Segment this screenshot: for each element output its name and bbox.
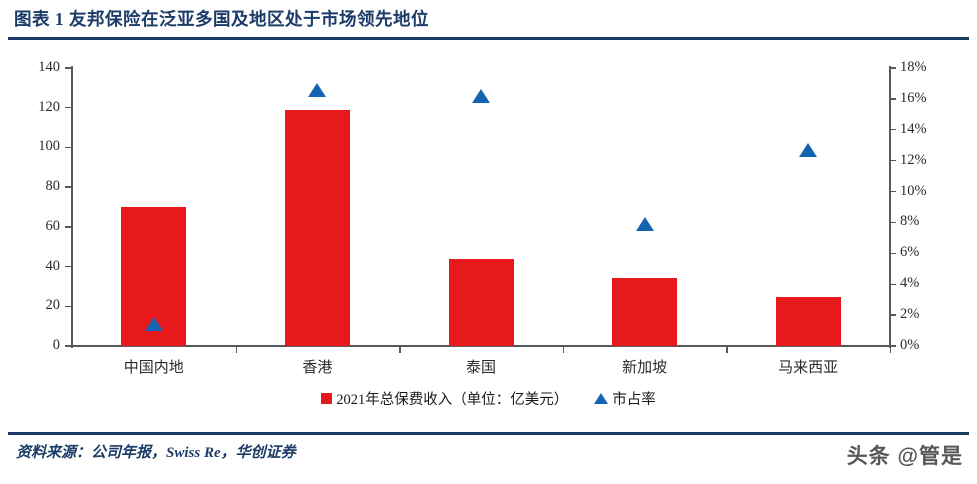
- y-tick-label-right: 12%: [900, 151, 927, 168]
- y-tick-label-right: 2%: [900, 306, 920, 323]
- x-tick: [235, 346, 237, 353]
- y-tick-right: [889, 159, 896, 162]
- legend-item-revenue: 2021年总保费收入（单位：亿美元）: [321, 388, 568, 409]
- y-tick-right: [889, 190, 896, 193]
- y-tick-left: [65, 107, 72, 109]
- y-tick-right: [889, 314, 896, 316]
- y-tick-right: [889, 345, 896, 347]
- x-axis-label-马来西亚: 马来西亚: [778, 360, 839, 376]
- bar-香港: [284, 109, 350, 346]
- y-tick-left: [65, 67, 72, 69]
- bar-泰国: [448, 258, 514, 346]
- y-tick-left: [65, 146, 72, 149]
- legend-label-revenue: 2021年总保费收入（单位：亿美元）: [336, 392, 569, 408]
- marker-泰国: [472, 88, 490, 103]
- x-tick: [890, 346, 892, 353]
- y-tick-label-left: 0: [52, 337, 60, 353]
- y-tick-label-right: 4%: [900, 275, 920, 292]
- y-tick-left: [65, 305, 72, 307]
- bar-马来西亚: [775, 297, 841, 346]
- x-axis-label-香港: 香港: [302, 360, 333, 376]
- x-axis-label-泰国: 泰国: [465, 360, 496, 376]
- y-tick-right: [889, 67, 896, 69]
- y-tick-label-left: 140: [38, 59, 60, 75]
- bar-新加坡: [612, 278, 678, 346]
- marker-新加坡: [635, 216, 654, 231]
- legend-triangle-icon: [594, 393, 609, 404]
- y-tick-label-right: 0%: [900, 337, 920, 353]
- y-tick-right: [889, 252, 896, 255]
- y-tick-label-left: 20: [45, 297, 61, 314]
- y-tick-label-right: 8%: [900, 213, 920, 230]
- legend-square-icon: [321, 393, 333, 404]
- legend-label-share: 市占率: [612, 392, 656, 408]
- figure-header: 图表 1 友邦保险在泛亚多国及地区处于市场领先地位: [8, 4, 969, 42]
- y-tick-right: [889, 129, 896, 131]
- y-tick-label-left: 100: [38, 138, 60, 155]
- x-tick: [562, 346, 565, 353]
- chart-legend: 2021年总保费收入（单位：亿美元） 市占率: [0, 388, 977, 409]
- x-tick: [399, 346, 401, 353]
- y-axis-left-line: [71, 66, 73, 348]
- y-tick-label-right: 10%: [900, 182, 927, 199]
- y-tick-label-right: 14%: [900, 120, 927, 137]
- header-divider: [8, 37, 969, 40]
- x-axis-label-新加坡: 新加坡: [622, 360, 668, 376]
- y-tick-label-left: 80: [45, 178, 61, 195]
- y-axis-right-line: [889, 66, 891, 348]
- marker-中国内地: [144, 317, 163, 332]
- y-tick-label-left: 60: [45, 217, 61, 234]
- source-note: 资料来源：公司年报，Swiss Re，华创证券: [16, 445, 296, 461]
- legend-item-share: 市占率: [594, 388, 656, 409]
- y-tick-left: [65, 265, 72, 268]
- x-tick: [726, 346, 728, 353]
- marker-香港: [308, 82, 327, 97]
- y-tick-label-left: 120: [38, 98, 60, 115]
- y-tick-label-left: 40: [45, 257, 61, 274]
- y-tick-right: [889, 283, 896, 285]
- y-tick-left: [65, 226, 72, 228]
- x-axis-label-中国内地: 中国内地: [123, 360, 184, 376]
- y-tick-label-right: 16%: [900, 89, 927, 106]
- page-title: 图表 1 友邦保险在泛亚多国及地区处于市场领先地位: [14, 9, 429, 29]
- y-tick-label-right: 18%: [900, 59, 927, 75]
- y-tick-label-right: 6%: [900, 244, 920, 261]
- y-tick-left: [65, 186, 72, 188]
- y-tick-left: [65, 345, 72, 347]
- marker-马来西亚: [799, 142, 818, 157]
- footer-divider: [8, 432, 969, 435]
- chart-canvas: 0 20 40 60 80 100 120 140 0% 2% 4% 6% 8% 10% 12% 14% 16%…: [0, 48, 977, 428]
- watermark-label: 头条 @管是: [846, 445, 963, 468]
- y-tick-right: [889, 98, 896, 100]
- y-tick-right: [889, 221, 896, 224]
